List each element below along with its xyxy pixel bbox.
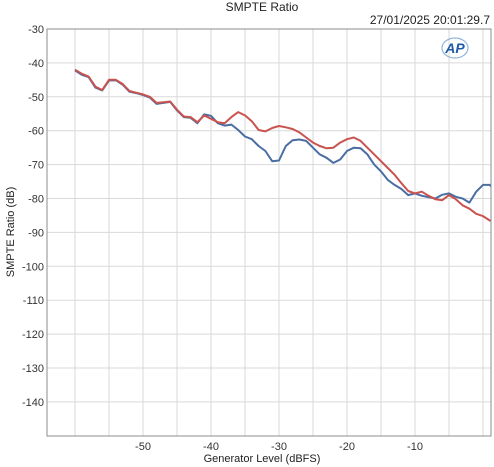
chart-title: SMPTE Ratio <box>226 0 299 14</box>
series-layer <box>74 68 491 222</box>
x-tick-label: -20 <box>339 441 355 453</box>
y-tick-label: -70 <box>28 160 44 172</box>
y-axis-title: SMPTE Ratio (dB) <box>5 187 17 277</box>
y-tick-label: -100 <box>22 261 44 273</box>
plot-frame <box>46 28 492 437</box>
x-tick-label: -10 <box>407 441 423 453</box>
y-tick-label: -50 <box>28 92 44 104</box>
y-tick-label: -110 <box>23 295 44 307</box>
y-tick-label: -130 <box>22 363 44 375</box>
y-tick-label: -60 <box>28 126 44 138</box>
y-tick-label: -80 <box>28 194 44 206</box>
chart-timestamp: 27/01/2025 20:01:29.7 <box>370 13 490 27</box>
x-tick-label: -40 <box>203 441 219 453</box>
x-axis-title: Generator Level (dBFS) <box>204 453 321 465</box>
y-tick-label: -30 <box>28 24 44 36</box>
series-line-1 <box>74 69 491 204</box>
x-tick-label: -30 <box>271 441 287 453</box>
x-tick-label: -50 <box>135 441 151 453</box>
ap-logo: AP <box>441 37 469 59</box>
y-tick-label: -40 <box>28 58 44 70</box>
ap-logo-text: AP <box>444 40 465 56</box>
y-tick-label: -140 <box>22 397 44 409</box>
grid-layer <box>47 28 491 436</box>
ap-logo-ring <box>441 37 469 59</box>
y-tick-label: -120 <box>22 329 44 341</box>
ticks-layer: -30 -40 -50 -60 -70 -80 -90 -100 -110 -120 -130 -14… <box>22 24 423 453</box>
series-line-2 <box>74 68 491 222</box>
y-tick-label: -90 <box>28 227 44 239</box>
